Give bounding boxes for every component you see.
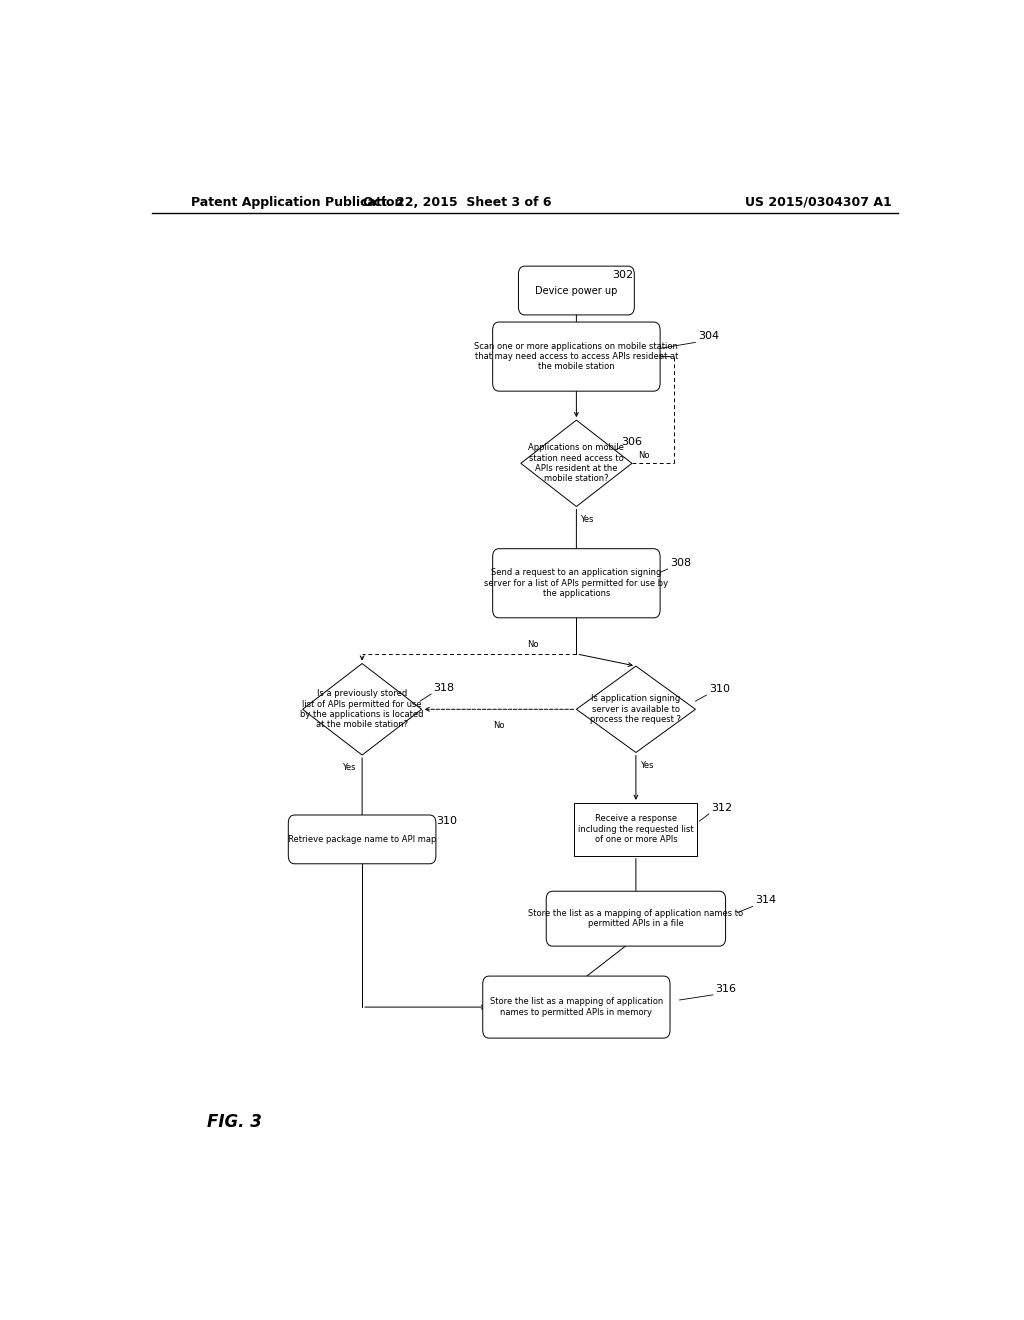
FancyBboxPatch shape — [493, 322, 660, 391]
Text: 302: 302 — [612, 271, 633, 280]
Text: 304: 304 — [697, 331, 719, 342]
Text: Device power up: Device power up — [536, 285, 617, 296]
Text: Is a previously stored
list of APIs permitted for use
by the applications is loc: Is a previously stored list of APIs perm… — [300, 689, 424, 730]
FancyBboxPatch shape — [289, 814, 436, 863]
Text: Yes: Yes — [640, 760, 653, 770]
Text: 318: 318 — [433, 682, 455, 693]
Text: Store the list as a mapping of application
names to permitted APIs in memory: Store the list as a mapping of applicati… — [489, 998, 663, 1016]
Text: No: No — [638, 451, 650, 461]
Text: Yes: Yes — [581, 515, 594, 524]
FancyBboxPatch shape — [546, 891, 726, 946]
Polygon shape — [577, 667, 695, 752]
Text: Oct. 22, 2015  Sheet 3 of 6: Oct. 22, 2015 Sheet 3 of 6 — [364, 195, 552, 209]
Text: FIG. 3: FIG. 3 — [207, 1113, 262, 1131]
Text: Yes: Yes — [342, 763, 355, 772]
Text: Applications on mobile
station need access to
APIs resident at the
mobile statio: Applications on mobile station need acce… — [528, 444, 625, 483]
Polygon shape — [303, 664, 422, 755]
Text: 310: 310 — [709, 684, 730, 694]
Text: 312: 312 — [712, 803, 732, 813]
Text: No: No — [527, 640, 539, 649]
FancyBboxPatch shape — [493, 549, 660, 618]
Text: Retrieve package name to API map: Retrieve package name to API map — [288, 834, 436, 843]
Text: US 2015/0304307 A1: US 2015/0304307 A1 — [745, 195, 892, 209]
Text: Patent Application Publication: Patent Application Publication — [191, 195, 403, 209]
Text: Send a request to an application signing
server for a list of APIs permitted for: Send a request to an application signing… — [484, 569, 669, 598]
Text: 314: 314 — [755, 895, 776, 906]
FancyBboxPatch shape — [482, 975, 670, 1038]
Text: Store the list as a mapping of application names to
permitted APIs in a file: Store the list as a mapping of applicati… — [528, 909, 743, 928]
FancyBboxPatch shape — [518, 267, 634, 315]
Text: Is application signing
server is available to
process the request ?: Is application signing server is availab… — [591, 694, 681, 725]
Text: 316: 316 — [715, 983, 736, 994]
Text: 310: 310 — [436, 816, 457, 826]
Text: Scan one or more applications on mobile station
that may need access to access A: Scan one or more applications on mobile … — [474, 342, 678, 371]
Text: 306: 306 — [622, 437, 643, 447]
Polygon shape — [521, 420, 632, 507]
Bar — [574, 803, 697, 855]
Text: 308: 308 — [670, 558, 691, 568]
Text: Receive a response
including the requested list
of one or more APIs: Receive a response including the request… — [579, 814, 693, 843]
Text: No: No — [494, 722, 505, 730]
